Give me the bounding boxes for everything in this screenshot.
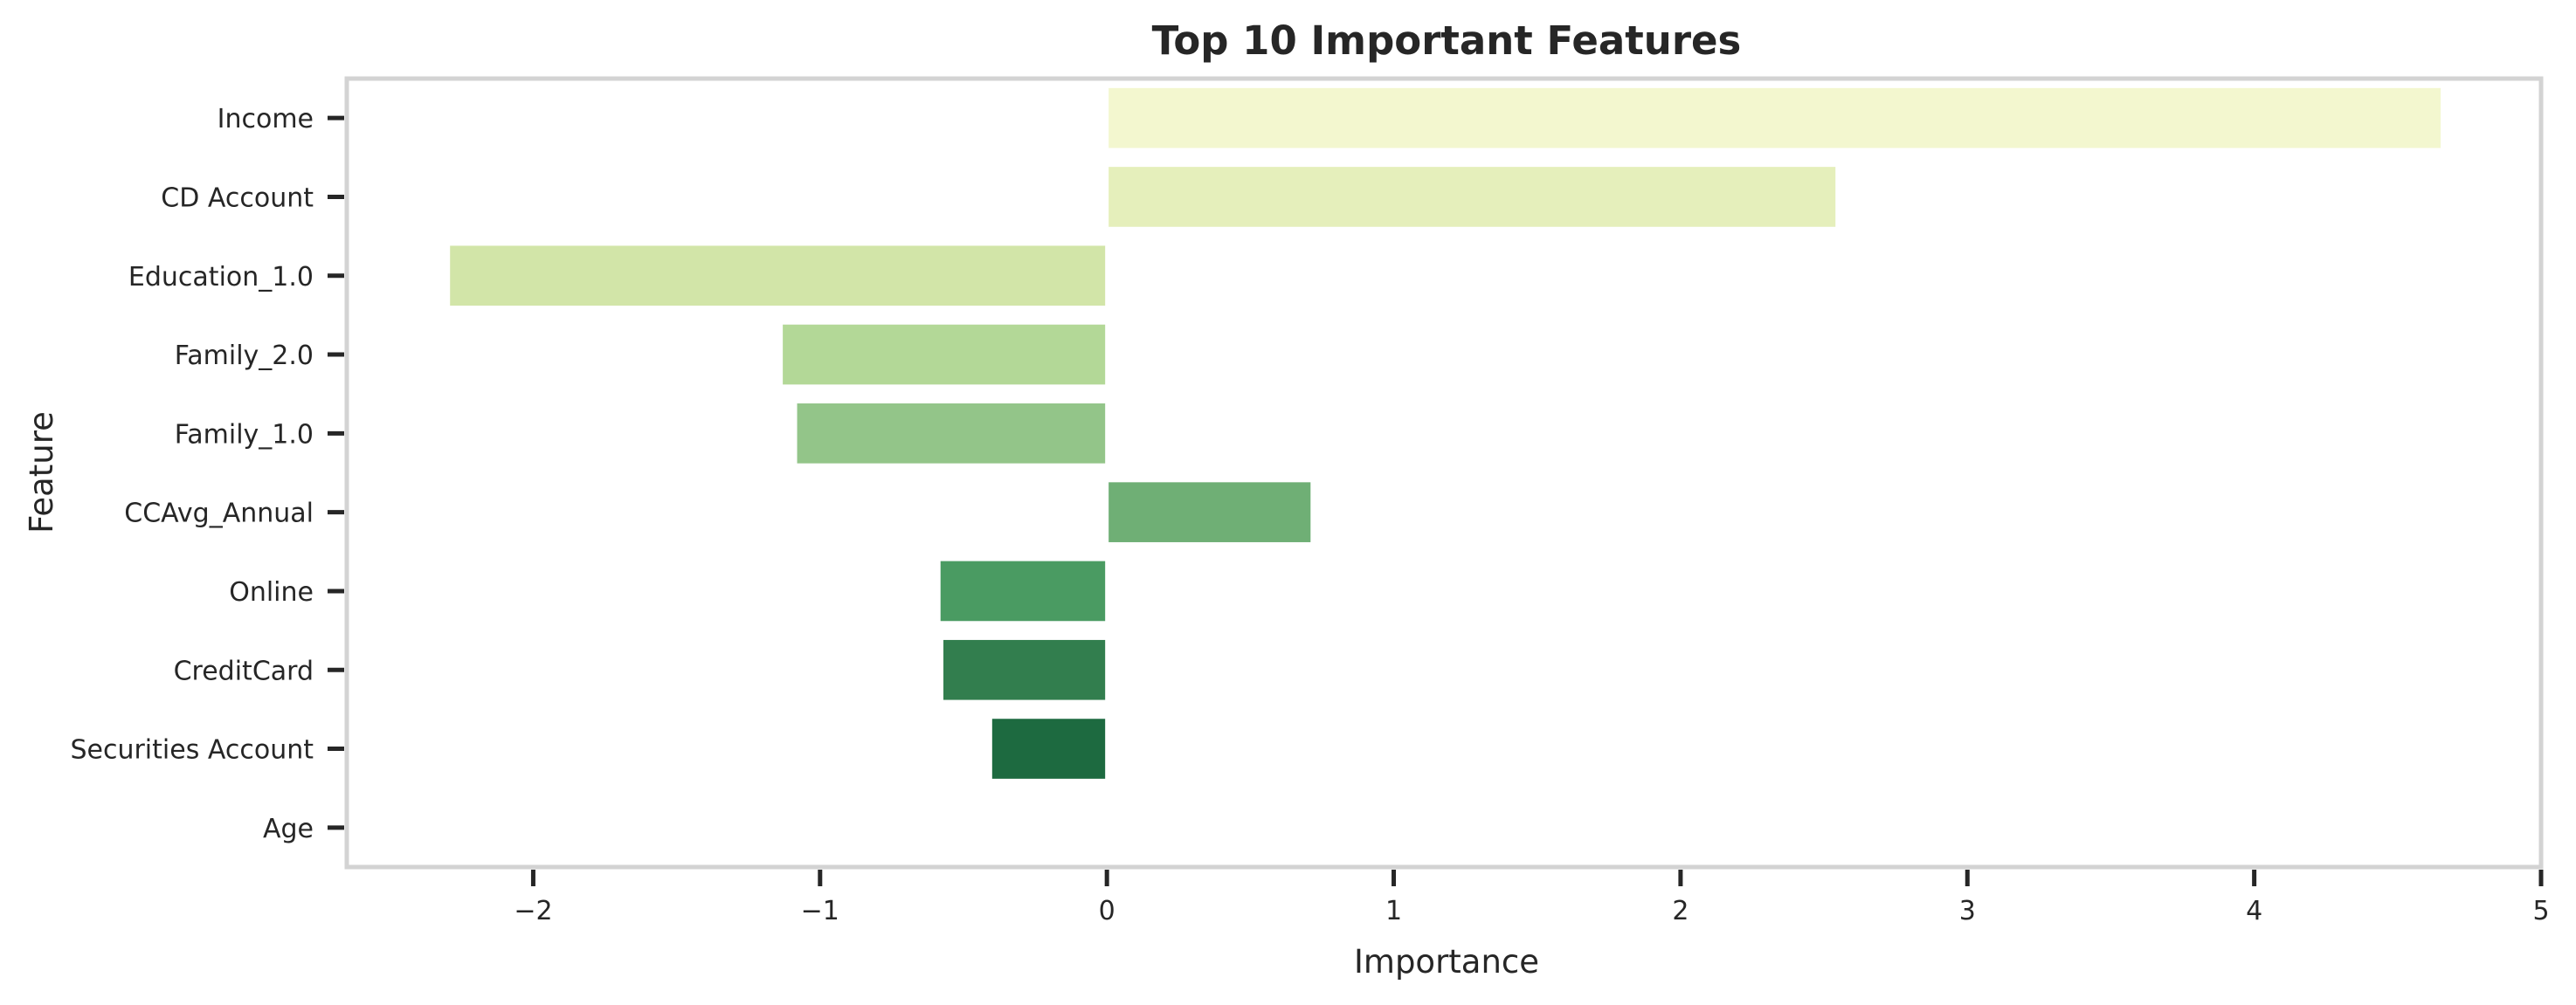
y-tick-label: Education_1.0 <box>128 262 314 293</box>
bar-family-1-0 <box>797 403 1106 464</box>
y-axis-ticks: Income CD Account Education_1.0 Family_2.0 F… <box>70 104 344 844</box>
bar-education-1-0 <box>450 245 1106 306</box>
bar-securities-account <box>991 719 1106 779</box>
y-tick-label: Age <box>263 814 314 844</box>
x-tick-label: −2 <box>514 896 552 926</box>
x-tick-label: 2 <box>1672 896 1689 926</box>
x-tick-label: −1 <box>801 896 839 926</box>
y-tick-label: Online <box>229 577 314 608</box>
y-tick-label: Family_2.0 <box>175 341 314 371</box>
bar-creditcard <box>943 639 1106 700</box>
bar-family-2-0 <box>783 324 1106 385</box>
y-tick-label: Income <box>218 104 314 134</box>
bar-income <box>1108 87 2441 148</box>
x-tick-label: 4 <box>2246 896 2262 926</box>
x-axis-label: Importance <box>1354 943 1539 981</box>
x-tick-label: 1 <box>1385 896 1402 926</box>
x-tick-label: 3 <box>1959 896 1976 926</box>
x-axis-ticks: −2 −1 0 1 2 3 4 5 <box>514 870 2550 926</box>
y-tick-label: Family_1.0 <box>175 419 314 450</box>
plot-frame <box>344 76 2544 870</box>
bars-group <box>450 87 2441 779</box>
y-tick-label: CCAvg_Annual <box>124 499 314 529</box>
x-tick-label: 5 <box>2532 896 2549 926</box>
y-tick-label: Securities Account <box>70 735 314 766</box>
bar-cd-account <box>1108 167 1836 227</box>
bar-ccavg-annual <box>1108 482 1311 542</box>
x-tick-label: 0 <box>1099 896 1115 926</box>
y-tick-label: CD Account <box>161 182 314 213</box>
chart-title: Top 10 Important Features <box>1152 17 1742 64</box>
bar-online <box>940 561 1106 622</box>
y-tick-label: CreditCard <box>174 656 314 686</box>
y-axis-label: Feature <box>23 411 60 533</box>
